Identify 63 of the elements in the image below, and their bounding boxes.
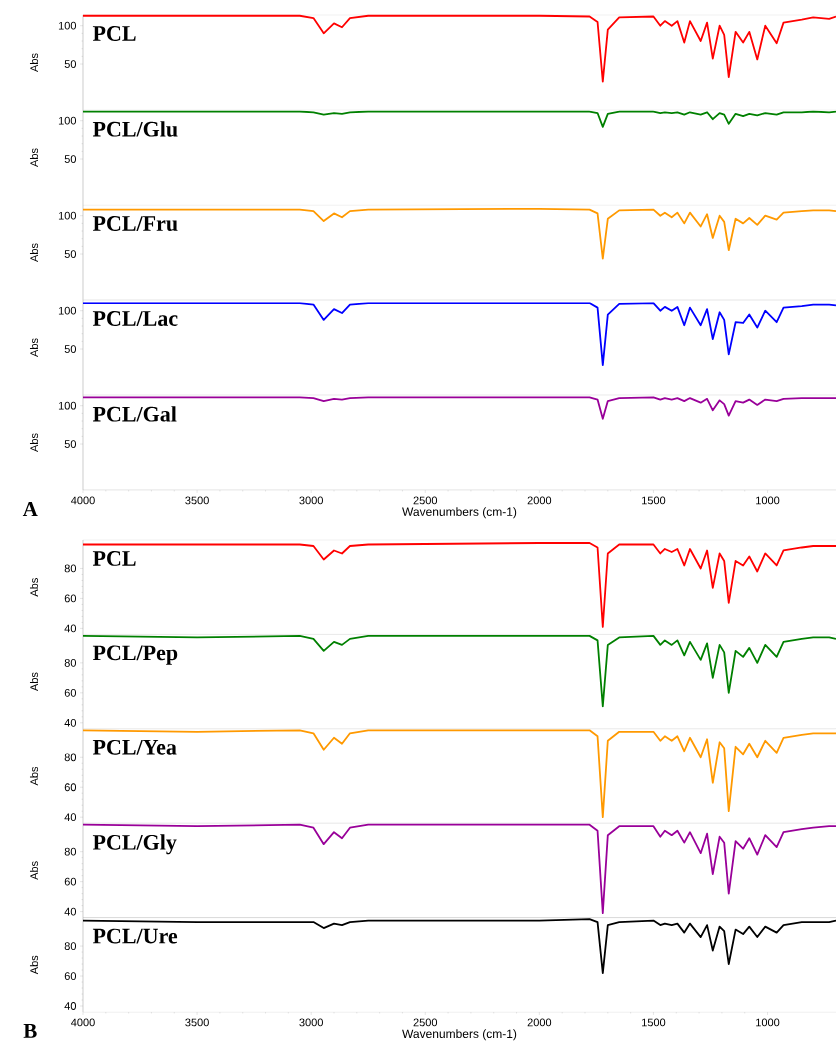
x-tick-label: 1000 xyxy=(756,1018,780,1027)
x-tick-label: 2000 xyxy=(527,1018,552,1027)
text: A xyxy=(22,502,38,516)
series-label: PCL/Lac xyxy=(92,311,178,326)
y-tick-label: 60 xyxy=(64,688,77,697)
y-tick-label: 50 xyxy=(64,155,77,163)
x-tick-label: 4000 xyxy=(71,1018,95,1027)
y-tick-label: 50 xyxy=(64,60,77,68)
text: B xyxy=(23,1023,37,1038)
y-tick-label: 40 xyxy=(64,813,77,822)
y-tick-label: 50 xyxy=(64,345,77,353)
y-tick-label: 80 xyxy=(64,658,77,667)
x-tick-label: 3500 xyxy=(185,1018,209,1027)
series-label: PCL/Gly xyxy=(92,834,177,855)
y-tick-label: 60 xyxy=(64,594,77,603)
y-tick-label: 60 xyxy=(64,783,77,792)
x-tick-label: 3500 xyxy=(185,496,209,505)
y-axis-title: Abs xyxy=(29,53,39,72)
y-tick-label: 80 xyxy=(64,564,77,573)
y-axis-title: Abs xyxy=(29,766,39,786)
y-tick-label: 60 xyxy=(64,972,77,980)
x-tick-label: 3000 xyxy=(299,496,323,505)
y-tick-label: 80 xyxy=(64,753,77,762)
series-label: PCL/Yea xyxy=(92,739,177,755)
y-tick-label: 40 xyxy=(64,1002,77,1010)
series-label: PCL xyxy=(92,551,136,566)
x-tick-label: 1500 xyxy=(642,496,666,505)
y-axis-title: Abs xyxy=(29,955,39,975)
y-axis-title: Abs xyxy=(29,672,39,692)
y-tick-label: 100 xyxy=(58,21,77,30)
y-tick-label: 80 xyxy=(64,942,77,950)
series-label: PCL xyxy=(92,26,136,41)
y-tick-label: 40 xyxy=(64,718,77,727)
y-axis-title: Abs xyxy=(29,433,39,452)
y-tick-label: 80 xyxy=(64,847,77,856)
x-axis-title: Wavenumbers (cm-1) xyxy=(402,507,517,519)
y-axis-title: Abs xyxy=(29,861,39,880)
y-axis-title: Abs xyxy=(29,338,39,357)
x-tick-label: 1000 xyxy=(756,496,780,505)
y-tick-label: 100 xyxy=(58,211,77,220)
y-tick-label: 40 xyxy=(64,624,77,633)
series-label: PCL/Ure xyxy=(92,928,178,944)
y-tick-label: 40 xyxy=(64,907,77,916)
x-tick-label: 4000 xyxy=(71,496,95,505)
x-tick-label: 2500 xyxy=(413,496,438,505)
series-label: PCL/Fru xyxy=(92,216,178,231)
y-tick-label: 100 xyxy=(58,306,77,315)
x-tick-label: 3000 xyxy=(299,1018,323,1027)
series-label: PCL/Glu xyxy=(92,121,178,137)
y-tick-label: 100 xyxy=(58,401,77,410)
y-axis-title: Abs xyxy=(29,148,39,167)
x-axis-title: Wavenumbers (cm-1) xyxy=(402,1029,517,1041)
x-tick-label: 1500 xyxy=(642,1018,666,1027)
y-axis-title: Abs xyxy=(29,243,39,262)
x-tick-label: 2500 xyxy=(413,1018,438,1027)
series-label: PCL/Pep xyxy=(92,645,178,665)
y-tick-label: 50 xyxy=(64,250,77,258)
x-tick-label: 2000 xyxy=(527,496,552,505)
y-axis-title: Abs xyxy=(29,578,39,597)
series-label: PCL/Gal xyxy=(92,406,177,422)
y-tick-label: 60 xyxy=(64,877,77,886)
y-tick-label: 100 xyxy=(58,116,77,125)
y-tick-label: 50 xyxy=(64,440,77,448)
